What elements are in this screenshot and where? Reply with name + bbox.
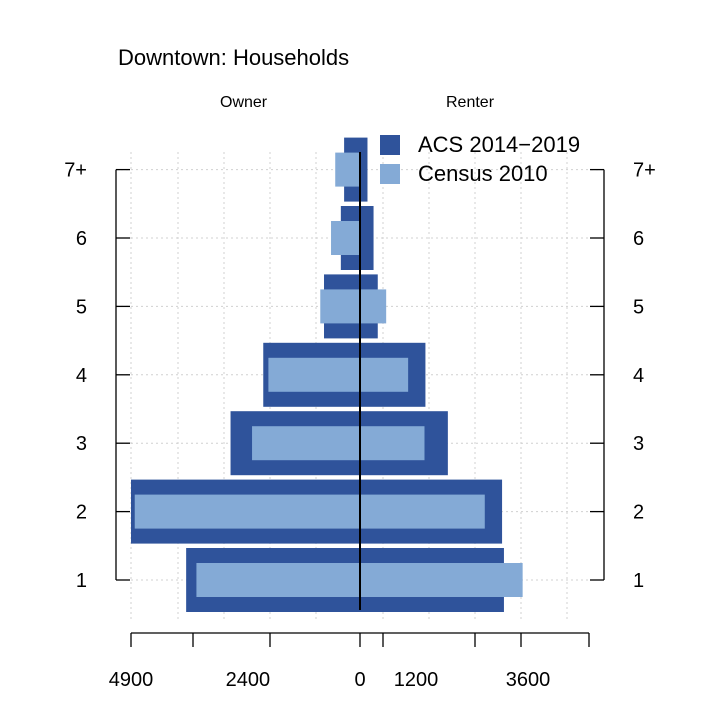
legend-swatch-census — [380, 163, 400, 184]
bar-owner-series-1 — [268, 357, 360, 392]
bar-owner-series-1 — [331, 221, 360, 255]
right-axis-tick-label: 3 — [633, 433, 644, 455]
bar-renter-series-0 — [360, 206, 374, 270]
legend-label-acs: ACS 2014−2019 — [418, 131, 581, 157]
legend: ACS 2014−2019 Census 2010 — [380, 130, 580, 188]
x-axis-tick-label: 2400 — [226, 669, 271, 691]
left-axis-tick-label: 2 — [76, 502, 87, 524]
bar-renter-series-1 — [360, 289, 387, 324]
bar-owner-series-1 — [252, 426, 360, 461]
right-axis-tick-label: 5 — [633, 296, 644, 318]
legend-item-census: Census 2010 — [380, 159, 580, 188]
right-axis-tick-label: 4 — [633, 365, 644, 387]
left-axis-tick-label: 1 — [76, 570, 87, 592]
legend-item-acs: ACS 2014−2019 — [380, 130, 580, 159]
renter-label: Renter — [446, 94, 495, 111]
bar-renter-series-1 — [360, 563, 523, 597]
right-axis-tick-label: 2 — [633, 502, 644, 524]
left-axis-tick-label: 3 — [76, 433, 87, 455]
x-axis-tick-label: 0 — [354, 669, 365, 691]
bar-owner-series-1 — [196, 563, 360, 597]
x-axis-tick-label: 3600 — [506, 669, 551, 691]
owner-label: Owner — [220, 94, 268, 111]
left-axis-tick-label: 5 — [76, 296, 87, 318]
bar-owner-series-1 — [335, 152, 360, 187]
left-axis-tick-label: 6 — [76, 228, 87, 250]
bar-renter-series-1 — [360, 494, 485, 529]
bar-owner-series-1 — [134, 494, 360, 529]
left-axis-tick-label: 7+ — [64, 160, 87, 182]
bar-renter-series-0 — [360, 137, 368, 202]
left-axis-tick-label: 4 — [76, 365, 87, 387]
bar-renter-series-1 — [360, 426, 425, 461]
chart-title: Downtown: Households — [118, 45, 350, 70]
bar-owner-series-1 — [320, 289, 360, 324]
legend-swatch-acs — [380, 134, 400, 155]
right-axis-tick-label: 6 — [633, 228, 644, 250]
right-axis-tick-label: 7+ — [633, 160, 656, 182]
legend-label-census: Census 2010 — [418, 160, 548, 186]
x-axis-tick-label: 4900 — [109, 669, 154, 691]
bar-renter-series-1 — [360, 357, 409, 392]
x-axis-tick-label: 1200 — [394, 669, 439, 691]
right-axis-tick-label: 1 — [633, 570, 644, 592]
